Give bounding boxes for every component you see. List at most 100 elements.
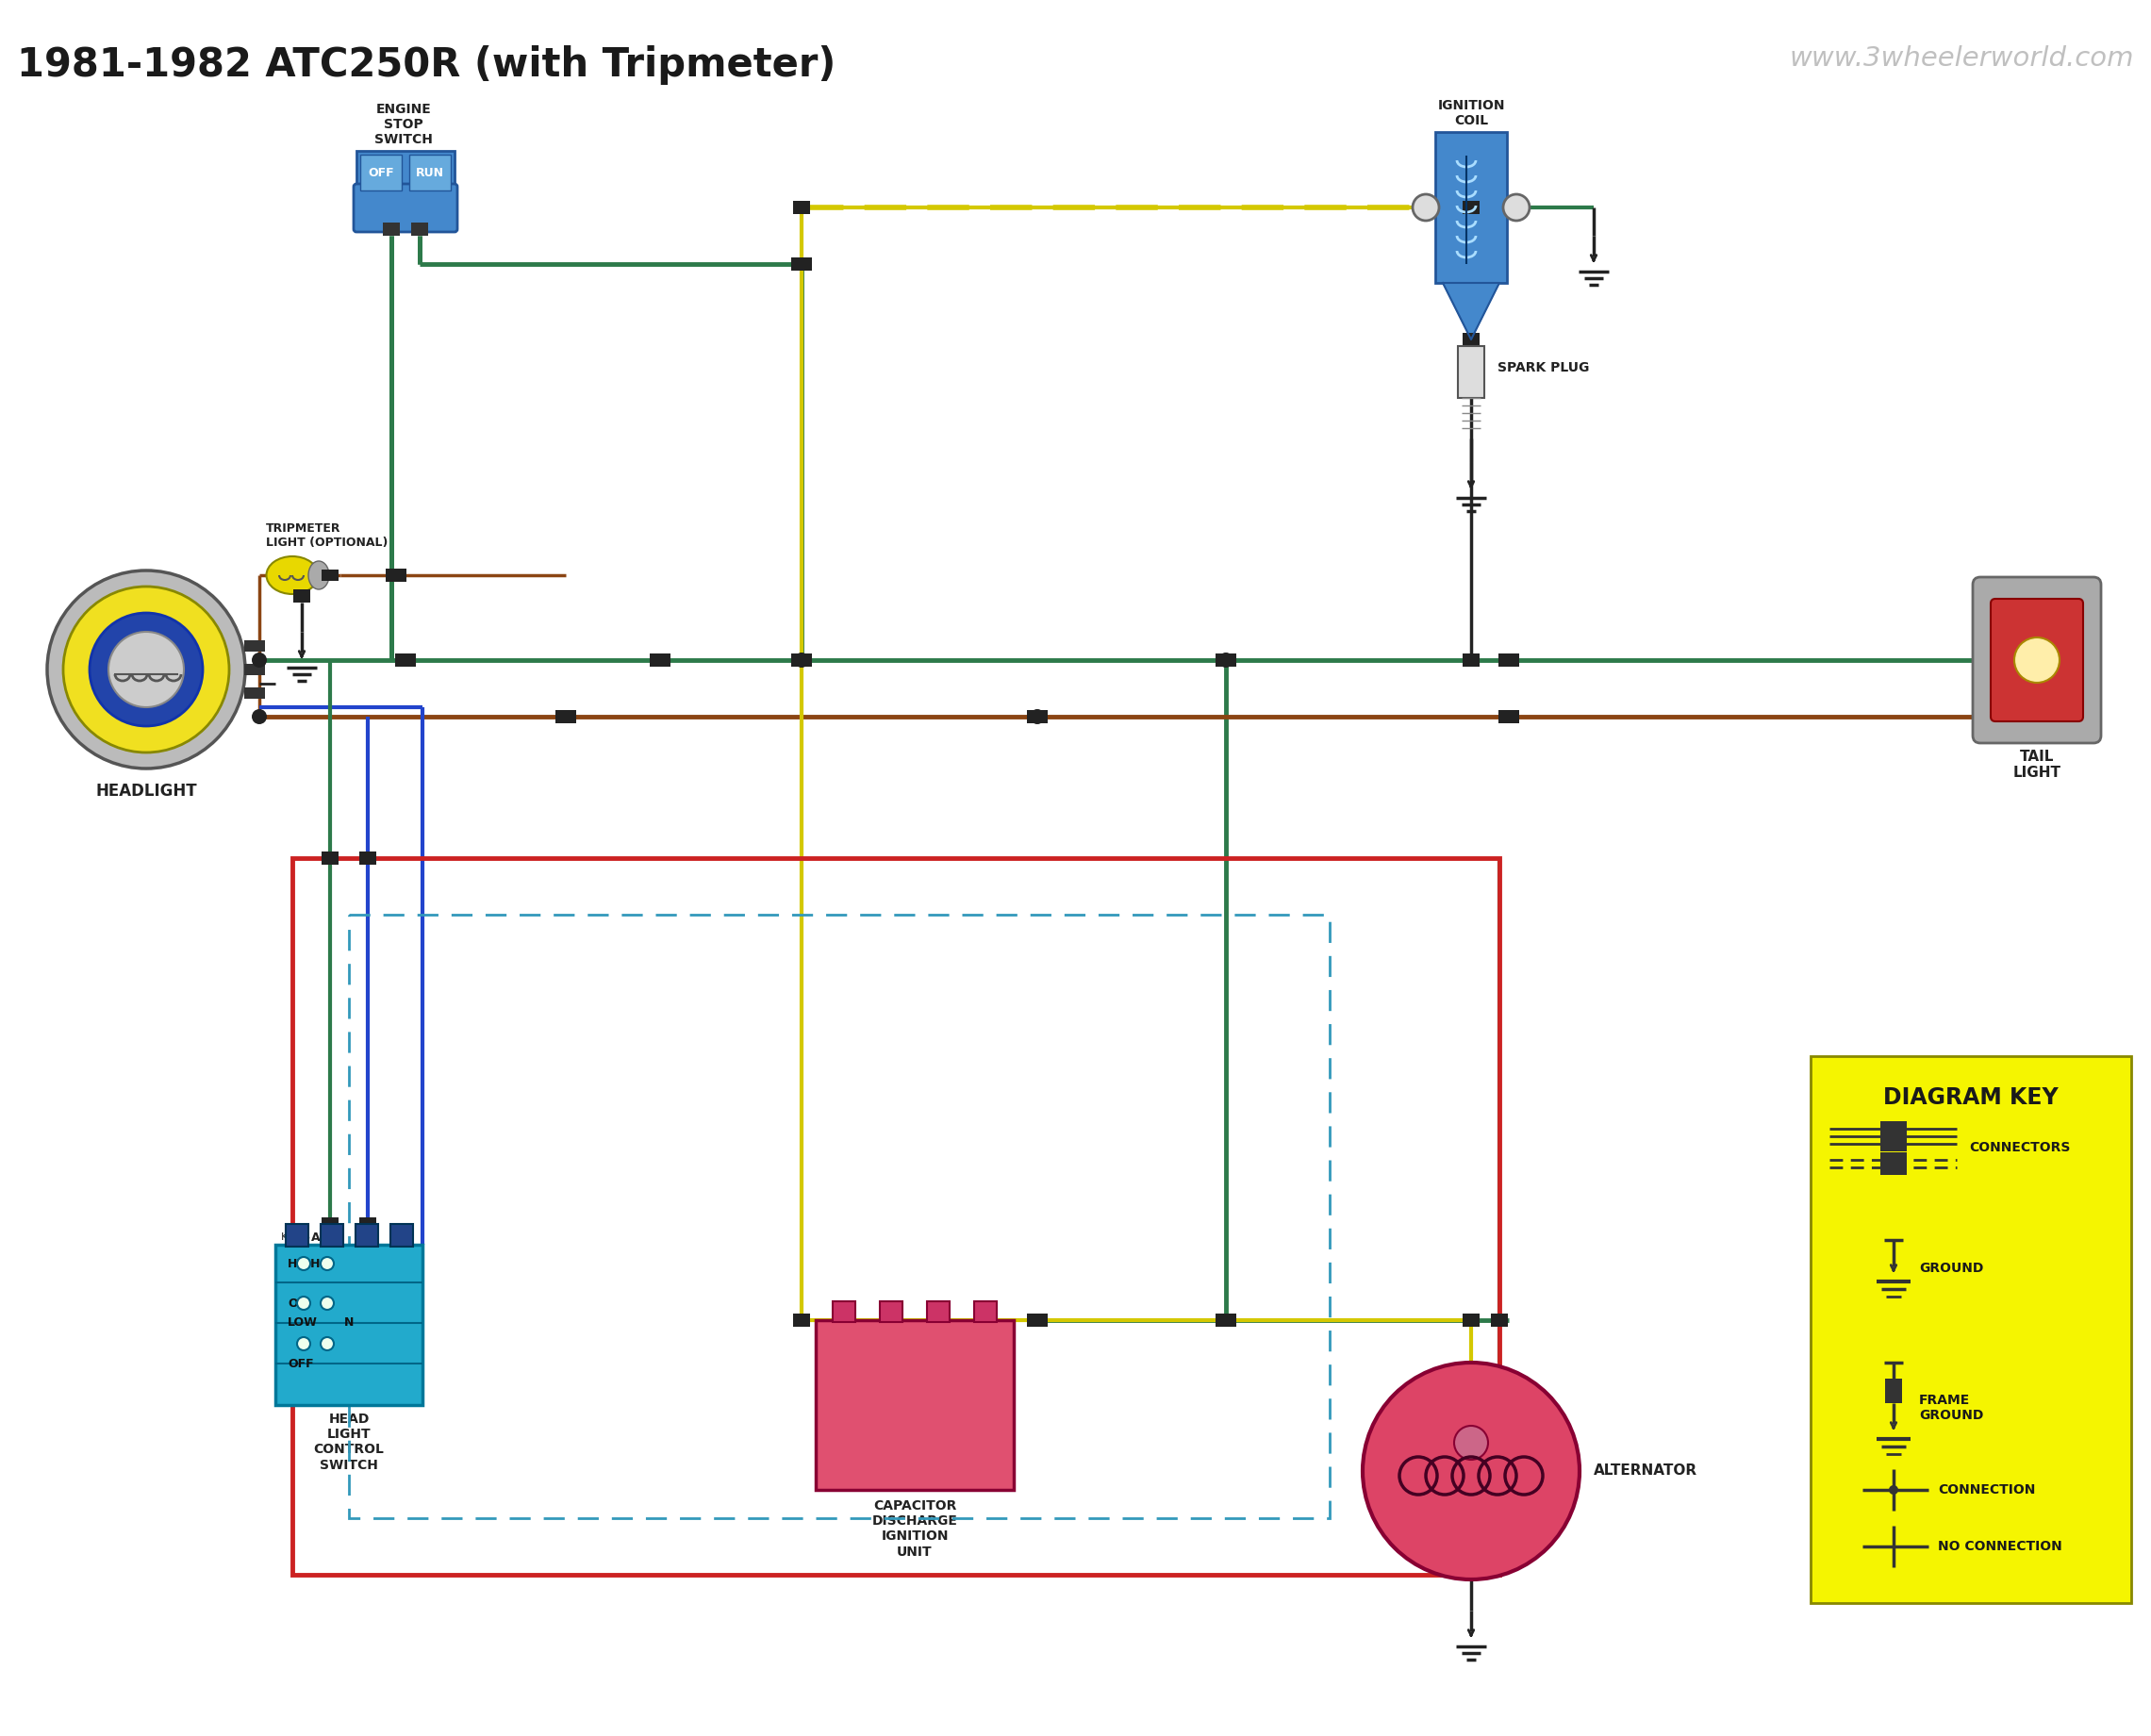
Bar — [396, 653, 415, 667]
Circle shape — [320, 1257, 333, 1271]
Bar — [1215, 1314, 1237, 1326]
Bar — [286, 1224, 308, 1246]
Text: TRIPMETER
LIGHT (OPTIONAL): TRIPMETER LIGHT (OPTIONAL) — [267, 523, 387, 549]
Bar — [348, 915, 1329, 1519]
Bar — [245, 663, 265, 675]
Bar — [1880, 1153, 1906, 1175]
Circle shape — [1889, 1486, 1899, 1495]
Circle shape — [252, 653, 267, 668]
Bar — [1491, 1314, 1508, 1326]
Ellipse shape — [267, 556, 318, 594]
Bar — [320, 851, 338, 865]
Bar — [1026, 710, 1048, 724]
Circle shape — [794, 653, 809, 668]
Text: NO CONNECTION: NO CONNECTION — [1938, 1540, 2063, 1554]
Bar — [275, 1245, 422, 1404]
Text: A: A — [312, 1231, 320, 1243]
Text: ALTERNATOR: ALTERNATOR — [1594, 1463, 1697, 1477]
Bar — [792, 653, 811, 667]
Bar — [385, 569, 407, 582]
Circle shape — [1454, 1425, 1488, 1460]
Bar — [411, 222, 428, 236]
Text: HEADLIGHT: HEADLIGHT — [95, 783, 198, 800]
Bar — [293, 589, 310, 602]
Circle shape — [1362, 1363, 1579, 1580]
Bar — [359, 851, 376, 865]
Bar — [794, 201, 811, 214]
Bar — [1884, 1378, 1901, 1403]
Bar — [409, 155, 452, 191]
Bar — [880, 1302, 903, 1323]
Text: HEAD
LIGHT
CONTROL
SWITCH: HEAD LIGHT CONTROL SWITCH — [314, 1413, 385, 1472]
Circle shape — [1504, 194, 1529, 220]
Circle shape — [62, 587, 230, 752]
Bar — [792, 653, 811, 667]
FancyBboxPatch shape — [1990, 599, 2082, 722]
Circle shape — [2013, 637, 2059, 682]
Bar — [320, 1217, 338, 1231]
Text: N: N — [344, 1316, 355, 1328]
Bar — [1811, 1055, 2132, 1602]
Circle shape — [297, 1297, 310, 1309]
Bar — [792, 257, 811, 271]
Text: KNOB: KNOB — [282, 1233, 312, 1241]
Circle shape — [1217, 653, 1233, 668]
Text: SPARK PLUG: SPARK PLUG — [1497, 361, 1590, 375]
Bar — [832, 1302, 856, 1323]
Bar — [389, 1224, 413, 1246]
Text: CONNECTION: CONNECTION — [1938, 1483, 2035, 1496]
Bar — [1215, 653, 1237, 667]
Text: HIGH: HIGH — [288, 1257, 320, 1269]
Text: RUN: RUN — [415, 167, 443, 179]
Text: CAPACITOR
DISCHARGE
IGNITION
UNIT: CAPACITOR DISCHARGE IGNITION UNIT — [871, 1500, 957, 1559]
FancyBboxPatch shape — [353, 184, 458, 233]
Text: B: B — [353, 1231, 364, 1243]
Bar — [1458, 345, 1484, 398]
Bar — [293, 858, 1499, 1575]
Text: CONNECTORS: CONNECTORS — [1968, 1141, 2069, 1154]
FancyBboxPatch shape — [1972, 576, 2102, 743]
Circle shape — [90, 613, 202, 726]
Circle shape — [1413, 194, 1439, 220]
Bar — [927, 1302, 949, 1323]
Bar — [1463, 201, 1480, 214]
Bar — [1880, 1121, 1906, 1151]
Polygon shape — [1443, 283, 1499, 340]
Text: IGNITION
COIL: IGNITION COIL — [1437, 99, 1506, 127]
Text: ENGINE
STOP
SWITCH: ENGINE STOP SWITCH — [374, 102, 432, 146]
Text: 1981-1982 ATC250R (with Tripmeter): 1981-1982 ATC250R (with Tripmeter) — [17, 45, 837, 85]
Circle shape — [1030, 708, 1045, 724]
Circle shape — [47, 571, 245, 769]
Circle shape — [320, 1337, 333, 1351]
Bar — [320, 1224, 344, 1246]
Bar — [794, 1314, 811, 1326]
Bar — [555, 710, 576, 724]
Ellipse shape — [308, 561, 329, 589]
FancyBboxPatch shape — [357, 151, 454, 226]
Circle shape — [297, 1337, 310, 1351]
Bar — [245, 687, 265, 698]
Bar — [359, 155, 402, 191]
Bar — [383, 222, 400, 236]
Text: LOW: LOW — [288, 1316, 318, 1328]
Text: www.3wheelerworld.com: www.3wheelerworld.com — [1790, 45, 2134, 71]
Text: DIAGRAM KEY: DIAGRAM KEY — [1884, 1087, 2059, 1109]
Bar — [1463, 653, 1480, 667]
Bar — [650, 653, 671, 667]
Bar — [815, 1319, 1013, 1489]
Text: ON: ON — [288, 1297, 308, 1309]
Bar — [1463, 333, 1480, 345]
Circle shape — [297, 1257, 310, 1271]
Circle shape — [108, 632, 183, 707]
Bar — [245, 641, 265, 651]
Circle shape — [320, 1297, 333, 1309]
Bar — [1499, 710, 1519, 724]
Text: OFF: OFF — [368, 167, 394, 179]
Bar — [359, 1217, 376, 1231]
Text: TAIL
LIGHT: TAIL LIGHT — [2013, 750, 2061, 779]
Circle shape — [252, 708, 267, 724]
Bar — [1026, 1314, 1048, 1326]
FancyBboxPatch shape — [1435, 132, 1508, 283]
Text: GROUND: GROUND — [1919, 1262, 1983, 1274]
Bar — [1499, 653, 1519, 667]
